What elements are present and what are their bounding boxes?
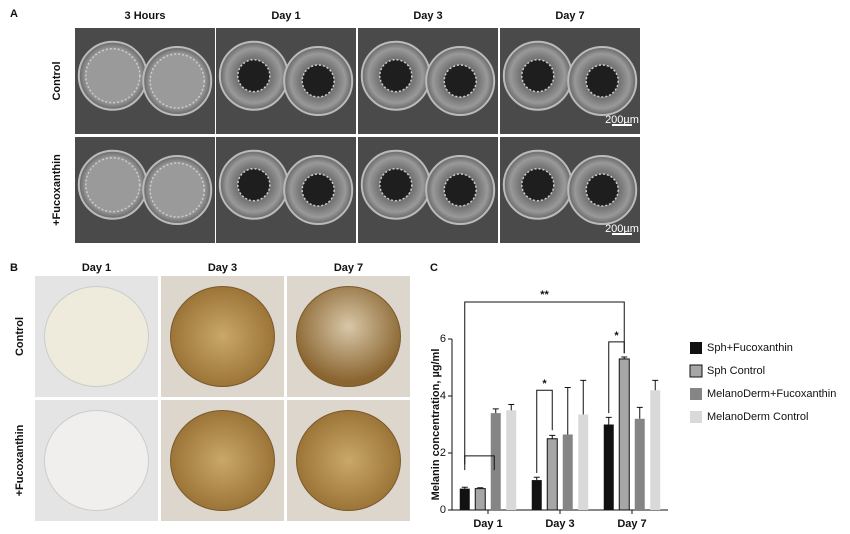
- bracket: [464, 455, 495, 471]
- spheroid: [521, 167, 555, 202]
- y-tick-label: 0: [440, 504, 446, 516]
- tissue: [44, 410, 149, 511]
- bar: [650, 390, 661, 510]
- tissue: [170, 286, 275, 387]
- row-label: +Fucoxanthin: [51, 154, 63, 226]
- spheroid: [237, 167, 271, 202]
- scale-bar-label: 200µm: [605, 223, 639, 235]
- error-bar: [477, 487, 484, 489]
- error-bar: [549, 434, 556, 439]
- scale-bar-label: 200µm: [605, 114, 639, 126]
- column-label: Day 7: [555, 10, 584, 22]
- tissue: [170, 410, 275, 511]
- legend-label: MelanoDerm+Fucoxanthin: [707, 388, 836, 400]
- bracket: [464, 301, 625, 465]
- tissue: [296, 410, 401, 511]
- tissue: [44, 286, 149, 387]
- y-axis-label: Melanin concentration, µg/ml: [430, 349, 442, 501]
- annotation: *: [542, 378, 547, 390]
- column-label: Day 7: [334, 262, 363, 274]
- bar: [490, 413, 501, 510]
- spheroid: [237, 58, 271, 93]
- bar: [634, 418, 645, 510]
- error-bar: [461, 486, 468, 489]
- x-tick-label: Day 3: [545, 518, 574, 530]
- error-bar: [636, 406, 643, 419]
- spheroid: [379, 58, 413, 93]
- spheroid: [149, 53, 205, 109]
- legend-label: MelanoDerm Control: [707, 411, 808, 423]
- legend-swatch: [690, 388, 702, 400]
- spheroid: [521, 58, 555, 93]
- row-label: Control: [14, 317, 26, 356]
- column-label: Day 1: [271, 10, 300, 22]
- legend-label: Sph Control: [707, 365, 765, 377]
- legend-swatch: [689, 364, 703, 378]
- bar: [618, 358, 630, 511]
- column-label: Day 3: [208, 262, 237, 274]
- panel-label: A: [10, 8, 18, 20]
- x-tick-label: Day 7: [617, 518, 646, 530]
- row-label: +Fucoxanthin: [14, 424, 26, 496]
- tissue: [296, 286, 401, 387]
- error-bar: [621, 356, 628, 359]
- error-bar: [580, 379, 587, 415]
- error-bar: [492, 408, 499, 414]
- annotation: *: [614, 330, 619, 342]
- spheroid: [85, 156, 141, 213]
- bar: [562, 434, 573, 510]
- spheroid: [301, 173, 335, 207]
- panel-label: B: [10, 262, 18, 274]
- legend-swatch: [690, 342, 702, 354]
- bar: [603, 424, 614, 510]
- y-tick-label: 6: [440, 333, 446, 345]
- bar: [474, 488, 486, 511]
- spheroid: [585, 173, 619, 207]
- spheroid: [443, 173, 477, 207]
- error-bar: [508, 404, 515, 411]
- bar: [531, 480, 542, 510]
- bracket: [608, 341, 625, 414]
- spheroid: [85, 47, 141, 104]
- error-bar: [533, 476, 540, 481]
- column-label: Day 1: [82, 262, 111, 274]
- spheroid: [585, 64, 619, 98]
- column-label: 3 Hours: [125, 10, 166, 22]
- spheroid: [379, 167, 413, 202]
- bar: [546, 438, 558, 511]
- bar: [506, 410, 517, 510]
- legend-label: Sph+Fucoxanthin: [707, 342, 793, 354]
- panel-label: C: [430, 262, 438, 274]
- bar: [578, 414, 589, 510]
- column-label: Day 3: [413, 10, 442, 22]
- bracket: [536, 389, 553, 473]
- spheroid: [149, 162, 205, 218]
- spheroid: [301, 64, 335, 98]
- spheroid: [443, 64, 477, 98]
- x-tick-label: Day 1: [473, 518, 502, 530]
- annotation: **: [540, 289, 549, 301]
- y-tick-label: 2: [440, 447, 446, 459]
- legend-swatch: [690, 411, 702, 423]
- row-label: Control: [51, 61, 63, 100]
- error-bar: [564, 386, 571, 435]
- y-tick-label: 4: [440, 390, 446, 402]
- error-bar: [652, 379, 659, 391]
- bar: [459, 488, 470, 510]
- error-bar: [605, 416, 612, 425]
